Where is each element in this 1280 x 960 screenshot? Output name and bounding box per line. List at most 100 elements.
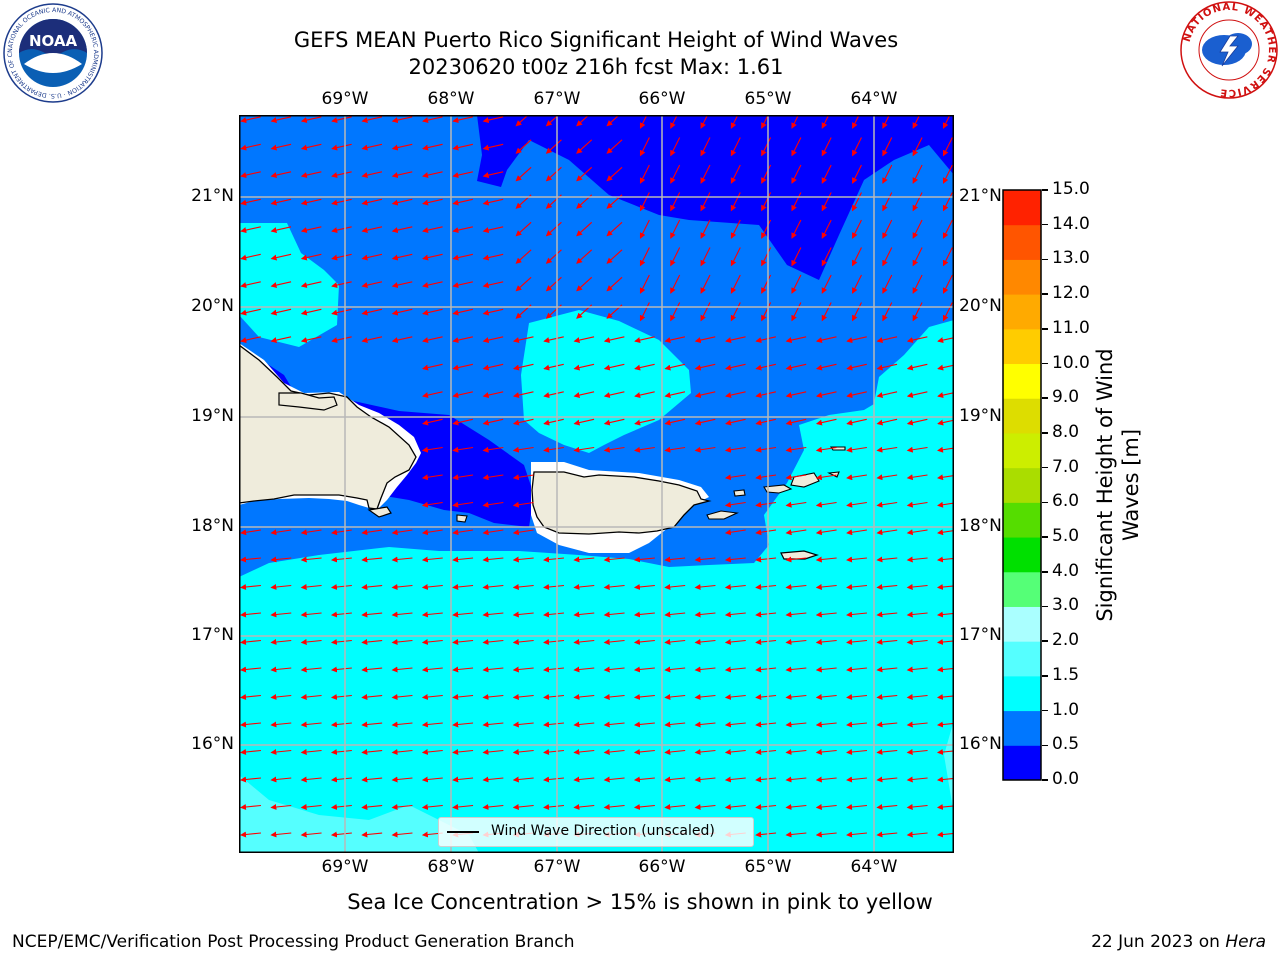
chart-title: GEFS MEAN Puerto Rico Significant Height… <box>293 28 899 52</box>
wave-direction-arrow <box>300 584 322 590</box>
wave-direction-arrow <box>876 721 898 728</box>
wave-direction-arrow <box>512 584 534 590</box>
legend-label: Wind Wave Direction (unscaled) <box>491 823 715 839</box>
wave-direction-arrow <box>694 749 716 755</box>
wave-direction-arrow <box>694 611 716 618</box>
wave-direction-arrow <box>633 749 655 755</box>
wave-direction-arrow <box>422 198 443 206</box>
wave-direction-arrow <box>785 529 807 536</box>
wave-direction-arrow <box>482 804 504 810</box>
wave-direction-arrow <box>391 336 413 344</box>
wave-direction-arrow <box>694 721 716 728</box>
wave-direction-arrow <box>300 556 322 563</box>
wave-direction-arrow <box>391 556 413 563</box>
wave-direction-arrow <box>785 501 807 508</box>
wave-direction-arrow <box>670 115 678 129</box>
wave-direction-arrow <box>512 529 534 536</box>
wave-direction-arrow <box>700 164 711 184</box>
wave-direction-arrow <box>361 776 383 783</box>
wave-direction-arrow <box>755 721 777 728</box>
wave-direction-arrow <box>482 363 504 371</box>
wave-region-south <box>239 383 954 853</box>
wave-direction-arrow <box>361 336 383 344</box>
lon-label-top: 66°W <box>638 89 686 109</box>
wave-direction-arrow <box>936 666 954 673</box>
wave-direction-arrow <box>391 721 413 728</box>
wave-direction-arrow <box>512 474 534 481</box>
wave-direction-arrow <box>700 274 711 294</box>
wave-direction-arrow <box>300 611 322 618</box>
wave-direction-arrow <box>452 474 474 481</box>
wave-direction-arrow <box>664 584 686 590</box>
wave-direction-arrow <box>606 139 623 154</box>
wave-direction-arrow <box>270 804 292 810</box>
wave-direction-arrow <box>906 721 928 728</box>
colorbar-tick-mark <box>1042 709 1048 712</box>
wave-direction-arrow <box>694 694 716 700</box>
wave-direction-arrow <box>603 666 625 673</box>
wave-direction-arrow <box>791 115 800 129</box>
wave-direction-arrow <box>906 584 928 590</box>
wave-direction-arrow <box>815 831 837 838</box>
wave-direction-arrow <box>606 249 623 264</box>
wave-direction-arrow <box>573 694 595 700</box>
wave-direction-arrow <box>725 391 746 399</box>
wave-direction-arrow <box>543 446 564 453</box>
virgin-islands <box>763 472 820 494</box>
wave-direction-arrow <box>300 281 322 289</box>
wave-direction-arrow <box>815 418 837 426</box>
wave-direction-arrow <box>240 804 262 810</box>
wave-direction-arrow <box>664 556 686 563</box>
wave-direction-arrow <box>573 446 595 453</box>
wave-direction-arrow <box>603 556 625 563</box>
wave-direction-arrow <box>603 611 625 618</box>
wave-direction-arrow <box>391 749 413 755</box>
colorbar-segment <box>1003 571 1041 607</box>
wave-direction-arrow <box>755 363 776 371</box>
colorbar-tick-label: 4.0 <box>1052 560 1080 581</box>
lon-label-bottom: 65°W <box>744 857 792 877</box>
wave-direction-arrow <box>694 391 716 399</box>
wave-direction-arrow <box>422 308 443 316</box>
wave-direction-arrow <box>361 749 383 755</box>
wave-direction-arrow <box>543 721 565 728</box>
wave-direction-arrow <box>361 198 383 206</box>
wave-direction-arrow <box>421 556 443 563</box>
wave-direction-arrow <box>936 831 954 838</box>
wave-direction-arrow <box>761 164 772 184</box>
wave-direction-arrow <box>755 584 777 590</box>
wave-direction-arrow <box>361 529 383 536</box>
wave-direction-arrow <box>606 115 620 127</box>
puerto-rico-land <box>531 471 712 535</box>
wave-direction-arrow <box>846 501 867 508</box>
wave-direction-arrow <box>664 611 686 618</box>
wave-direction-arrow <box>724 584 746 590</box>
wave-direction-arrow <box>936 639 954 645</box>
wave-direction-arrow <box>240 721 262 728</box>
wave-direction-arrow <box>300 336 322 344</box>
wave-direction-arrow <box>512 694 534 700</box>
wave-direction-arrow <box>422 226 443 234</box>
wave-direction-arrow <box>761 247 772 267</box>
wave-direction-arrow <box>422 171 443 179</box>
colorbar-label-line1: Significant Height of Wind <box>1093 348 1117 622</box>
wave-direction-arrow <box>391 171 413 179</box>
wave-direction-arrow <box>512 336 534 344</box>
wave-direction-arrow <box>876 694 898 700</box>
wave-direction-arrow <box>912 115 921 129</box>
wave-direction-arrow <box>846 584 868 590</box>
wave-direction-arrow <box>482 776 504 783</box>
wave-direction-arrow <box>452 143 473 151</box>
wave-direction-arrow <box>300 804 322 810</box>
wave-direction-arrow <box>331 226 352 234</box>
wave-direction-arrow <box>300 639 322 645</box>
wave-direction-arrow <box>664 391 686 399</box>
wave-direction-arrow <box>270 639 292 645</box>
wave-direction-arrow <box>452 253 473 261</box>
wave-direction-arrow <box>724 501 746 508</box>
wave-direction-arrow <box>361 584 383 590</box>
nws-logo: NATIONAL WEATHER SERVICE <box>1180 1 1278 99</box>
wave-direction-arrow <box>846 639 868 645</box>
wave-direction-arrow <box>543 639 565 645</box>
wave-direction-arrow <box>634 363 655 371</box>
